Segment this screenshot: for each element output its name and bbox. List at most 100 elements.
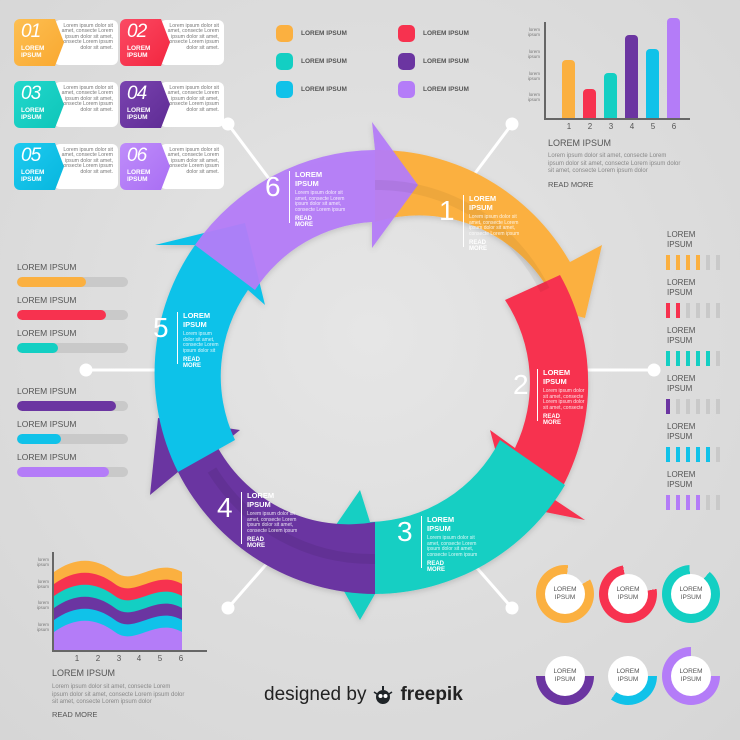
legend-item: LOREM IPSUM	[276, 25, 347, 42]
step-card-04: Lorem ipsum dolor sit amet, consecte Lor…	[120, 81, 224, 128]
read-more-link[interactable]: READ MORE	[548, 180, 594, 189]
meter-label: LOREM IPSUM	[667, 326, 696, 345]
divider	[241, 492, 242, 544]
read-more-link[interactable]: READ MORE	[52, 710, 98, 719]
ring-orange: LOREM IPSUM	[536, 565, 594, 623]
ring-cyan: LOREM IPSUM	[599, 647, 657, 705]
progress-track	[17, 310, 128, 320]
y-tick: lorem ipsum	[36, 600, 49, 610]
wheel-arrow-6	[195, 122, 418, 290]
step-number: 2	[513, 369, 529, 400]
x-tick: 5	[650, 122, 656, 131]
bar-3	[604, 73, 617, 118]
read-more-link[interactable]: READ MORE	[247, 537, 265, 549]
wave-chart-title: LOREM IPSUM	[52, 668, 116, 678]
x-tick: 6	[671, 122, 677, 131]
divider	[289, 171, 290, 223]
x-tick: 2	[587, 122, 593, 131]
legend-label: LOREM IPSUM	[423, 58, 469, 65]
wave-chart-plot	[52, 552, 207, 652]
step-card-tag	[120, 81, 170, 128]
swatch-cyan	[276, 81, 293, 98]
step-card-01: Lorem ipsum dolor sit amet, consecte Lor…	[14, 19, 118, 66]
progress-label: LOREM IPSUM	[17, 328, 77, 338]
step-desc: Lorem ipsum dolor sit amet, consecte Lor…	[295, 190, 346, 213]
step-title: LOREM IPSUM	[543, 368, 571, 386]
credit-prefix: designed by	[264, 684, 367, 705]
step-title: LOREM IPSUM	[183, 311, 211, 329]
swatch-orange	[276, 25, 293, 42]
progress-label: LOREM IPSUM	[17, 419, 77, 429]
x-tick: 6	[178, 654, 184, 663]
step-card-text: Lorem ipsum dolor sit amet, consecte Lor…	[160, 82, 224, 127]
meter-label: LOREM IPSUM	[667, 278, 696, 297]
progress-track	[17, 434, 128, 444]
meter-orange	[666, 255, 720, 270]
bar-chart-text: Lorem ipsum dolor sit amet, consecte Lor…	[548, 153, 681, 174]
meter-red	[666, 303, 720, 318]
y-tick: lorem ipsum	[36, 557, 49, 567]
legend-label: LOREM IPSUM	[423, 30, 469, 37]
bar-chart-title: LOREM IPSUM	[548, 138, 612, 148]
step-card-number: 06	[127, 145, 147, 166]
step-number: 3	[397, 516, 413, 547]
x-tick: 5	[157, 654, 163, 663]
legend-item: LOREM IPSUM	[398, 53, 469, 70]
step-number: 6	[265, 171, 281, 202]
meter-teal	[666, 351, 720, 366]
step-card-label: LOREM IPSUM	[21, 45, 45, 59]
meter-label: LOREM IPSUM	[667, 230, 696, 249]
ring-label: LOREM IPSUM	[545, 574, 585, 614]
meter-purple	[666, 399, 720, 414]
step-card-tag	[14, 143, 64, 190]
bar-5	[646, 49, 659, 118]
y-tick: lorem ipsum	[527, 92, 540, 102]
read-more-link[interactable]: READ MORE	[183, 357, 201, 369]
step-card-text: Lorem ipsum dolor sit amet, consecte Lor…	[160, 144, 224, 189]
divider	[177, 312, 178, 364]
divider	[463, 195, 464, 247]
ring-label: LOREM IPSUM	[671, 574, 711, 614]
y-tick: lorem ipsum	[36, 579, 49, 589]
read-more-link[interactable]: READ MORE	[295, 216, 313, 228]
step-card-number: 05	[21, 145, 41, 166]
progress-track	[17, 467, 128, 477]
legend-item: LOREM IPSUM	[398, 25, 469, 42]
read-more-link[interactable]: READ MORE	[427, 561, 445, 573]
wheel-arrow-1	[375, 149, 602, 318]
step-number: 1	[439, 195, 455, 226]
progress-label: LOREM IPSUM	[17, 452, 77, 462]
step-desc: Lorem ipsum dolor sit amet, consecte Lor…	[543, 388, 585, 411]
progress-track	[17, 277, 128, 287]
y-tick: lorem ipsum	[527, 49, 540, 59]
swatch-red	[398, 25, 415, 42]
credit-brand: freepik	[400, 684, 463, 705]
bar-1	[562, 60, 575, 118]
y-tick: lorem ipsum	[527, 71, 540, 81]
legend-item: LOREM IPSUM	[276, 53, 347, 70]
step-card-06: Lorem ipsum dolor sit amet, consecte Lor…	[120, 143, 224, 190]
progress-fill	[17, 310, 106, 320]
swatch-purple	[398, 53, 415, 70]
legend-label: LOREM IPSUM	[301, 58, 347, 65]
step-title: LOREM IPSUM	[469, 194, 497, 212]
x-tick: 4	[629, 122, 635, 131]
step-card-tag	[14, 19, 64, 66]
x-tick: 3	[116, 654, 122, 663]
progress-fill	[17, 277, 86, 287]
step-card-02: Lorem ipsum dolor sit amet, consecte Lor…	[120, 19, 224, 66]
progress-track	[17, 343, 128, 353]
read-more-link[interactable]: READ MORE	[469, 240, 487, 252]
step-card-05: Lorem ipsum dolor sit amet, consecte Lor…	[14, 143, 118, 190]
x-tick: 1	[566, 122, 572, 131]
meter-cyan	[666, 447, 720, 462]
step-card-tag	[14, 81, 64, 128]
step-card-number: 02	[127, 21, 147, 42]
x-tick: 1	[74, 654, 80, 663]
wheel-arrow-5	[154, 223, 265, 472]
ring-label: LOREM IPSUM	[608, 574, 648, 614]
read-more-link[interactable]: READ MORE	[543, 414, 561, 426]
ring-label: LOREM IPSUM	[608, 656, 648, 696]
